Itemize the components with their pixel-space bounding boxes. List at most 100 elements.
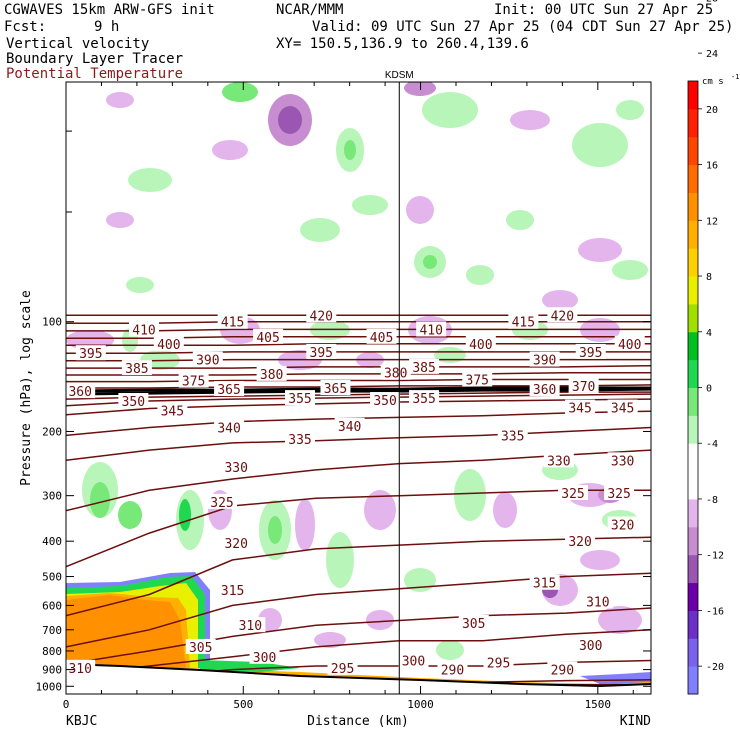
theta-label-text: 415 xyxy=(512,316,535,331)
theta-label-text: 405 xyxy=(256,331,279,346)
theta-label: 380 xyxy=(380,364,411,382)
theta-label-text: 360 xyxy=(533,383,556,398)
theta-label: 420 xyxy=(306,307,337,324)
theta-label: 415 xyxy=(217,313,248,331)
velocity-cell xyxy=(572,123,628,167)
theta-label: 410 xyxy=(129,321,159,338)
theta-label: 335 xyxy=(285,431,315,448)
velocity-cell xyxy=(422,92,478,128)
theta-label: 365 xyxy=(320,380,351,397)
y-tick-label: 800 xyxy=(42,645,62,658)
theta-label-text: 415 xyxy=(221,316,244,331)
theta-label-bg xyxy=(565,533,596,549)
theta-label-bg xyxy=(508,313,539,329)
theta-label-text: 385 xyxy=(412,361,435,376)
velocity-cell xyxy=(212,140,248,160)
theta-label-text: 330 xyxy=(611,454,634,469)
colorbar-swatch xyxy=(688,387,698,416)
theta-label-text: 370 xyxy=(572,380,595,395)
theta-label: 305 xyxy=(185,638,216,656)
forecast-label: Fcst: xyxy=(4,19,47,35)
colorbar-swatch xyxy=(688,638,698,667)
velocity-cell xyxy=(268,516,282,544)
theta-label: 300 xyxy=(575,636,606,654)
theta-label-text: 335 xyxy=(501,429,524,444)
theta-label-text: 325 xyxy=(607,487,630,502)
theta-label: 320 xyxy=(221,535,252,552)
theta-label: 395 xyxy=(75,345,106,362)
theta-label: 395 xyxy=(306,343,337,361)
theta-label-bg xyxy=(253,328,284,344)
theta-320-contour xyxy=(66,536,651,617)
velocity-cell xyxy=(106,212,134,228)
y-tick-label: 600 xyxy=(42,599,62,612)
theta-label-text: 310 xyxy=(239,619,262,634)
theta-label: 400 xyxy=(465,335,496,353)
theta-label-bg xyxy=(465,335,496,351)
theta-410-contour xyxy=(66,328,651,332)
theta-label-text: 310 xyxy=(586,595,609,610)
tracer-band xyxy=(580,672,651,684)
theta-label-bg xyxy=(437,661,468,677)
theta-label: 300 xyxy=(249,648,280,666)
theta-label-text: 395 xyxy=(579,346,602,361)
velocity-cell xyxy=(364,490,396,530)
theta-label-text: 375 xyxy=(466,373,489,388)
theta-label: 310 xyxy=(582,593,613,610)
theta-label-text: 345 xyxy=(161,404,184,419)
theta-label-text: 335 xyxy=(288,433,311,448)
x-tick-label: 1500 xyxy=(585,698,612,711)
theta-label: 300 xyxy=(398,652,429,670)
cross-section-endpoints: XY= 150.5,136.9 to 260.4,139.6 xyxy=(276,36,529,52)
theta-label-bg xyxy=(607,452,638,468)
theta-label-text: 345 xyxy=(611,402,634,417)
theta-label: 365 xyxy=(214,381,245,398)
theta-label: 380 xyxy=(256,365,287,383)
theta-label: 400 xyxy=(614,335,645,353)
theta-label-bg xyxy=(547,661,578,677)
colorbar-tick-label: 0 xyxy=(706,384,712,395)
theta-label-text: 365 xyxy=(217,383,240,398)
theta-label-bg xyxy=(118,393,149,409)
contour-labels: 310 305 300 295 300 290 295 290 300 310 305 310 315 3… xyxy=(66,307,645,679)
theta-label-bg xyxy=(458,614,489,630)
theta-label-text: 305 xyxy=(189,641,212,656)
colorbar-swatch xyxy=(688,192,698,221)
theta-label-bg xyxy=(129,321,159,337)
velocity-cell xyxy=(314,632,346,648)
velocity-cell xyxy=(423,255,437,269)
theta-label-text: 325 xyxy=(561,487,584,502)
theta-label: 415 xyxy=(508,313,539,331)
theta-label-bg xyxy=(497,427,528,443)
theta-label: 320 xyxy=(607,516,638,534)
theta-label: 310 xyxy=(66,659,96,677)
theta-label-text: 295 xyxy=(331,662,354,677)
x-tick-label: 500 xyxy=(233,698,253,711)
theta-label-bg xyxy=(157,402,188,418)
theta-label: 295 xyxy=(327,659,358,677)
colorbar-tick-label: 24 xyxy=(706,49,718,60)
theta-label-bg xyxy=(185,638,216,654)
theta-label-bg xyxy=(221,458,252,474)
theta-label-bg xyxy=(217,313,248,329)
theta-label: 325 xyxy=(604,484,635,502)
vertical-velocity-shading xyxy=(66,82,648,660)
y-tick-label: 100 xyxy=(42,316,62,329)
colorbar-swatch xyxy=(688,164,698,193)
theta-label: 290 xyxy=(437,661,468,679)
velocity-cell xyxy=(510,110,550,130)
colorbar-tick-label: -8 xyxy=(706,495,718,506)
theta-label: 405 xyxy=(366,328,397,346)
colorbar-swatch xyxy=(688,331,698,361)
theta-label: 420 xyxy=(547,307,578,324)
velocity-cell xyxy=(598,606,642,634)
colorbar-swatch xyxy=(688,554,698,584)
theta-label: 360 xyxy=(66,383,96,400)
theta-label-bg xyxy=(235,617,266,633)
theta-label-text: 355 xyxy=(412,392,435,407)
velocity-cell xyxy=(352,195,388,215)
y-tick-label: 200 xyxy=(42,425,62,438)
colorbar: 36322824201612840-4-8-12-16-20 xyxy=(687,0,724,695)
theta-label: 345 xyxy=(565,399,596,417)
